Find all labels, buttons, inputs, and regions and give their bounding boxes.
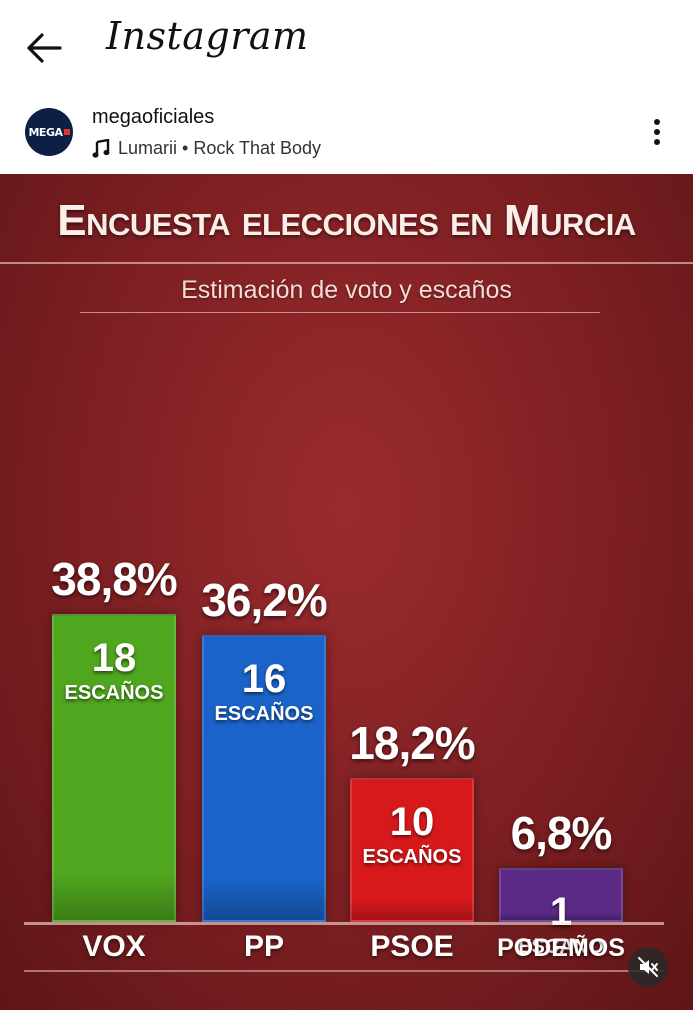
music-note-icon bbox=[92, 138, 110, 158]
bar-chart: 38,8% 18 ESCAÑOS VOX 36,2% 16 ESCAÑOS PP 18,2% 10… bbox=[0, 174, 693, 1010]
value-label-vox: 38,8% bbox=[51, 553, 177, 605]
seats-count-pp: 16 bbox=[241, 656, 287, 701]
title-divider bbox=[0, 262, 693, 264]
chart-subtitle: Estimación de voto y escaños bbox=[181, 276, 512, 304]
subtitle-divider bbox=[80, 312, 600, 313]
chart-footer-line bbox=[24, 970, 664, 972]
value-label-psoe: 18,2% bbox=[349, 716, 475, 769]
speaker-muted-icon bbox=[638, 957, 658, 977]
more-vertical-icon bbox=[654, 119, 660, 145]
back-button[interactable] bbox=[22, 28, 66, 68]
app-top-bar: Instagram bbox=[0, 0, 693, 92]
post-header: MEGA megaoficiales Lumarii • Rock That B… bbox=[0, 92, 693, 174]
chart-baseline bbox=[24, 922, 664, 925]
bar-vox bbox=[52, 614, 176, 922]
post-image[interactable]: Encuesta elecciones en Murcia Estimación… bbox=[0, 174, 693, 1010]
seats-unit-psoe: ESCAÑOS bbox=[362, 845, 462, 868]
seats-count-podemos: 1 bbox=[549, 890, 573, 935]
seats-count-vox: 18 bbox=[91, 636, 137, 680]
username-link[interactable]: megaoficiales bbox=[92, 106, 215, 128]
bar-psoe bbox=[350, 777, 474, 922]
app-logo-wordmark: Instagram bbox=[106, 14, 309, 58]
chart-title: Encuesta elecciones en Murcia bbox=[57, 196, 636, 245]
seats-unit-pp: ESCAÑOS bbox=[214, 702, 314, 725]
seats-unit-vox: ESCAÑOS bbox=[64, 682, 164, 704]
category-label-pp: PP bbox=[243, 930, 285, 963]
seats-count-psoe: 10 bbox=[389, 799, 435, 844]
bar-podemos bbox=[499, 868, 623, 922]
mute-button[interactable] bbox=[628, 947, 668, 987]
category-label-podemos: PODEMOS bbox=[497, 934, 625, 962]
category-label-psoe: PSOE bbox=[370, 930, 454, 963]
flag-icon bbox=[63, 129, 70, 135]
seats-unit-podemos: ESCAÑO bbox=[518, 936, 604, 959]
music-info[interactable]: Lumarii • Rock That Body bbox=[92, 138, 321, 159]
arrow-left-icon bbox=[27, 33, 62, 63]
category-label-vox: VOX bbox=[82, 930, 146, 963]
avatar-text: MEGA bbox=[28, 125, 63, 139]
more-options-button[interactable] bbox=[645, 116, 669, 148]
feed-separator bbox=[0, 1010, 693, 1024]
value-label-pp: 36,2% bbox=[201, 573, 327, 626]
music-track-label: Lumarii • Rock That Body bbox=[118, 138, 322, 158]
avatar[interactable]: MEGA bbox=[25, 108, 73, 156]
bar-pp bbox=[202, 634, 326, 922]
value-label-podemos: 6,8% bbox=[510, 807, 613, 860]
